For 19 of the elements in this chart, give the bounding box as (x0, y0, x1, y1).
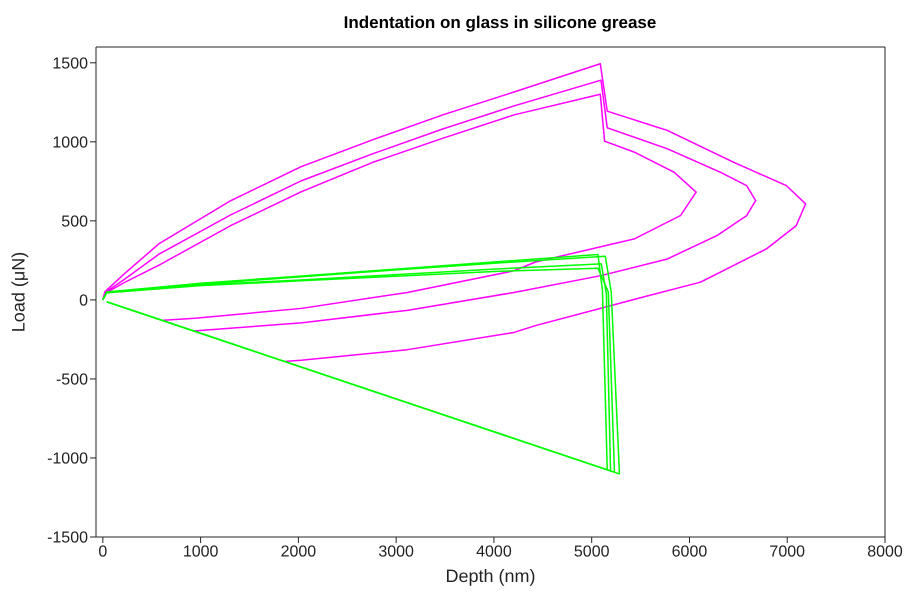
y-tick-label: 1000 (52, 134, 88, 152)
x-tick-label: 2000 (280, 543, 316, 560)
x-tick-label: 8000 (867, 543, 903, 560)
y-tick-label: 0 (79, 292, 88, 310)
x-tick-label: 5000 (574, 543, 610, 560)
x-tick-label: 0 (98, 543, 108, 560)
y-tick-label: 500 (61, 214, 88, 231)
x-tick-label: 7000 (769, 543, 806, 560)
y-tick-label: 1500 (52, 55, 88, 72)
y-tick-label: -1500 (47, 530, 88, 547)
y-axis-title: Load (μN) (8, 252, 28, 332)
x-tick-label: 4000 (476, 543, 512, 560)
x-axis-title: Depth (nm) (445, 566, 536, 586)
x-tick-label: 6000 (672, 543, 708, 560)
y-tick-label: -500 (56, 372, 88, 389)
y-tick-label: -1000 (47, 450, 88, 468)
x-tick-label: 3000 (378, 543, 414, 560)
x-tick-label: 1000 (182, 543, 219, 560)
chart-title: Indentation on glass in silicone grease (342, 12, 658, 34)
